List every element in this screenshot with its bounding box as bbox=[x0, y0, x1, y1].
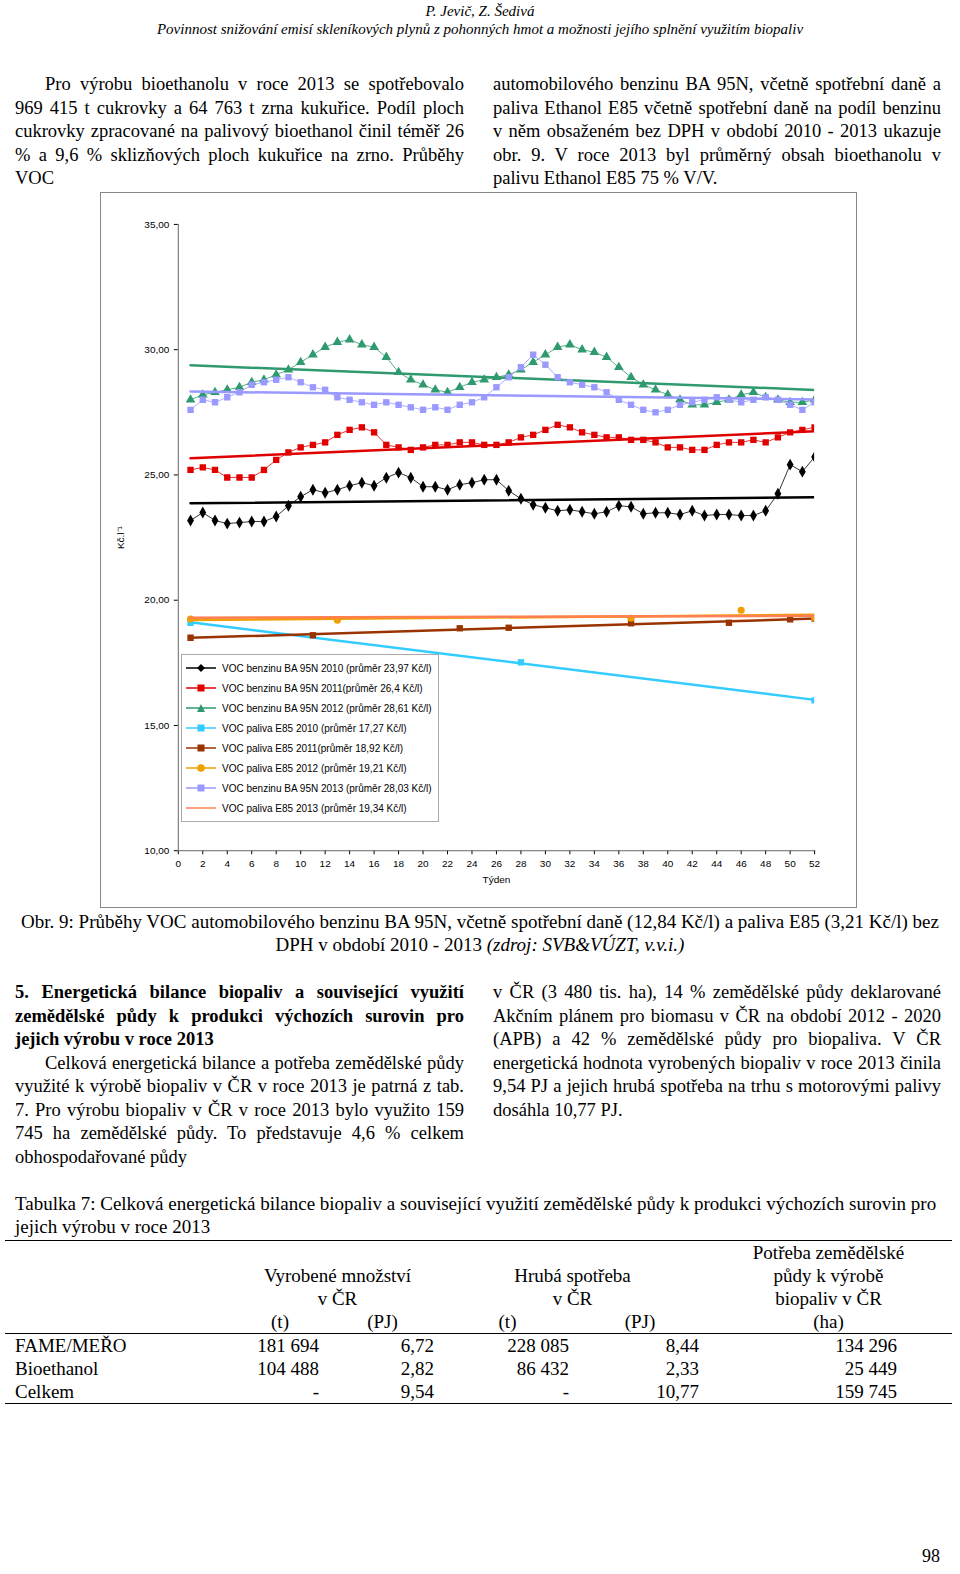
html-text:Povinnost snižování emisí skle: Povinnost snižování emisí skleníkových p… bbox=[156, 21, 804, 37]
html-text:Celková energetická bilance a: Celková energetická bilance a potřeba ze… bbox=[15, 1052, 464, 1167]
html-text:(ha): (ha) bbox=[813, 1311, 844, 1332]
svg-text:40: 40 bbox=[662, 858, 674, 869]
svg-text:44: 44 bbox=[711, 858, 723, 869]
html-text:98: 98 bbox=[922, 1546, 940, 1566]
html-text:9,54: 9,54 bbox=[400, 1381, 434, 1402]
html-text:v ČR (3 480 tis. ha), 14 % zem: v ČR (3 480 tis. ha), 14 % zemědělské pů… bbox=[493, 982, 941, 1120]
svg-text:25,00: 25,00 bbox=[144, 469, 169, 480]
svg-text:10: 10 bbox=[295, 858, 307, 869]
html-text:(t): (t) bbox=[498, 1311, 517, 1332]
svg-text:2: 2 bbox=[200, 858, 206, 869]
html-text:VOC paliva E85 2013 (průměr 19: VOC paliva E85 2013 (průměr 19,34 Kč/l) bbox=[222, 802, 407, 814]
svg-text:Kč.l⁻¹: Kč.l⁻¹ bbox=[115, 525, 126, 549]
html-text:5. Energetická bilance biopali: 5. Energetická bilance biopaliv a souvis… bbox=[15, 982, 464, 1049]
svg-text:35,00: 35,00 bbox=[144, 219, 169, 230]
svg-text:22: 22 bbox=[442, 858, 454, 869]
html-text:181 694: 181 694 bbox=[257, 1335, 319, 1356]
html-text:VOC benzinu BA 95N 2010 (průmě: VOC benzinu BA 95N 2010 (průměr 23,97 Kč… bbox=[222, 662, 432, 674]
svg-text:Týden: Týden bbox=[483, 874, 511, 885]
svg-text:14: 14 bbox=[344, 858, 356, 869]
svg-text:30,00: 30,00 bbox=[144, 344, 169, 355]
svg-text:38: 38 bbox=[638, 858, 650, 869]
svg-text:28: 28 bbox=[515, 858, 527, 869]
svg-text:15,00: 15,00 bbox=[144, 720, 169, 731]
html-text:2,82: 2,82 bbox=[400, 1358, 434, 1379]
html-text:(PJ): (PJ) bbox=[624, 1311, 656, 1332]
svg-text:6: 6 bbox=[249, 858, 255, 869]
html-text:Vyrobené množství v ČR: Vyrobené množství v ČR bbox=[263, 1265, 412, 1309]
svg-text:0: 0 bbox=[176, 858, 182, 869]
html-text:(PJ): (PJ) bbox=[367, 1311, 398, 1332]
svg-text:46: 46 bbox=[736, 858, 748, 869]
svg-text:48: 48 bbox=[760, 858, 772, 869]
svg-text:20: 20 bbox=[417, 858, 429, 869]
svg-text:52: 52 bbox=[809, 858, 821, 869]
svg-text:36: 36 bbox=[613, 858, 625, 869]
html-text:P. Jevič, Z. Šedivá: P. Jevič, Z. Šedivá bbox=[425, 3, 535, 19]
html-text:VOC benzinu BA 95N 2012 (průmě: VOC benzinu BA 95N 2012 (průměr 28,61 Kč… bbox=[222, 702, 432, 714]
svg-text:12: 12 bbox=[320, 858, 332, 869]
html-text:automobilového benzinu BA 95N,: automobilového benzinu BA 95N, včetně sp… bbox=[493, 74, 941, 188]
html-text:104 488: 104 488 bbox=[257, 1358, 319, 1379]
html-text:86 432: 86 432 bbox=[516, 1358, 569, 1379]
html-text:VOC paliva E85 2012 (průměr 19: VOC paliva E85 2012 (průměr 19,21 Kč/l) bbox=[222, 762, 407, 774]
html-text:2,33: 2,33 bbox=[665, 1358, 699, 1379]
html-text:VOC paliva E85 2011(průměr 18,: VOC paliva E85 2011(průměr 18,92 Kč/l) bbox=[222, 742, 403, 754]
svg-text:34: 34 bbox=[589, 858, 601, 869]
svg-text:18: 18 bbox=[393, 858, 405, 869]
html-text:Potřeba zemědělské půdy k výro: Potřeba zemědělské půdy k výrobě biopali… bbox=[752, 1242, 905, 1309]
svg-text:32: 32 bbox=[564, 858, 576, 869]
html-text:25 449: 25 449 bbox=[844, 1358, 897, 1379]
svg-text:16: 16 bbox=[369, 858, 381, 869]
svg-text:10,00: 10,00 bbox=[144, 845, 169, 856]
svg-text:42: 42 bbox=[687, 858, 699, 869]
html-text:159 745: 159 745 bbox=[835, 1381, 897, 1402]
html-text:6,72: 6,72 bbox=[400, 1335, 434, 1356]
svg-text:20,00: 20,00 bbox=[144, 594, 169, 605]
html-text:228 085: 228 085 bbox=[507, 1335, 569, 1356]
html-text:Bioethanol: Bioethanol bbox=[15, 1358, 99, 1379]
svg-text:8: 8 bbox=[273, 858, 279, 869]
svg-text:30: 30 bbox=[540, 858, 552, 869]
html-text:VOC paliva E85 2010 (průměr 17: VOC paliva E85 2010 (průměr 17,27 Kč/l) bbox=[222, 722, 407, 734]
html-text:Pro výrobu bioethanolu v roce: Pro výrobu bioethanolu v roce 2013 se sp… bbox=[15, 74, 464, 188]
html-text:8,44: 8,44 bbox=[665, 1335, 699, 1356]
html-text:Obr. 9: Průběhy VOC automobilo: Obr. 9: Průběhy VOC automobilového benzi… bbox=[21, 911, 939, 955]
svg-text:24: 24 bbox=[466, 858, 478, 869]
html-text:Hrubá spotřeba v ČR: Hrubá spotřeba v ČR bbox=[514, 1265, 631, 1309]
svg-text:4: 4 bbox=[224, 858, 230, 869]
html-text:VOC benzinu BA 95N 2011(průměr: VOC benzinu BA 95N 2011(průměr 26,4 Kč/l… bbox=[222, 682, 423, 694]
svg-text:26: 26 bbox=[491, 858, 503, 869]
html-text:10,77: 10,77 bbox=[656, 1381, 699, 1402]
html-text:Tabulka 7: Celková energetická: Tabulka 7: Celková energetická bilance b… bbox=[15, 1193, 937, 1237]
html-text:(t): (t) bbox=[271, 1311, 289, 1332]
html-text:Celkem: Celkem bbox=[15, 1381, 75, 1402]
svg-text:50: 50 bbox=[785, 858, 797, 869]
html-text:VOC benzinu BA 95N 2013 (průmě: VOC benzinu BA 95N 2013 (průměr 28,03 Kč… bbox=[222, 782, 432, 794]
html-text:FAME/MEŘO: FAME/MEŘO bbox=[15, 1335, 127, 1356]
html-text:134 296: 134 296 bbox=[835, 1335, 897, 1356]
